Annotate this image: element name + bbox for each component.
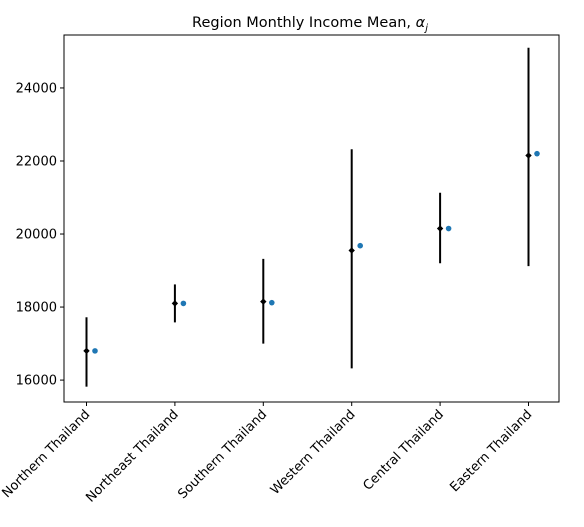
observed-point <box>357 242 364 249</box>
observed-point <box>269 299 275 306</box>
estimate-point <box>83 347 90 355</box>
y-axis: 16000 18000 20000 22000 24000 <box>16 81 64 389</box>
y-tick-label: 22000 <box>16 154 57 169</box>
y-tick-label: 24000 <box>16 81 57 96</box>
estimate-point <box>436 225 444 232</box>
x-tick-label: Central Thailand <box>360 407 446 493</box>
estimate-point <box>525 152 532 159</box>
x-tick-label: Northeast Thailand <box>83 407 181 505</box>
estimate-point <box>348 247 355 254</box>
plot-area <box>63 34 560 403</box>
observed-point <box>445 225 452 232</box>
x-tick-label: Eastern Thailand <box>447 407 535 495</box>
y-tick-label: 20000 <box>16 228 57 243</box>
x-tick-label: Western Thailand <box>268 407 359 498</box>
chart-title: Region Monthly Income Mean, αj <box>192 15 428 34</box>
chart-marks <box>83 47 540 387</box>
observed-point <box>180 300 187 307</box>
x-tick-label: Northern Thailand <box>0 407 93 501</box>
estimate-point <box>171 300 179 307</box>
observed-point <box>92 348 98 354</box>
estimate-point <box>260 298 267 305</box>
x-tick-label: Southern Thailand <box>175 407 270 502</box>
observed-point <box>534 150 540 157</box>
y-tick-label: 18000 <box>16 301 57 316</box>
y-tick-label: 16000 <box>16 374 57 389</box>
